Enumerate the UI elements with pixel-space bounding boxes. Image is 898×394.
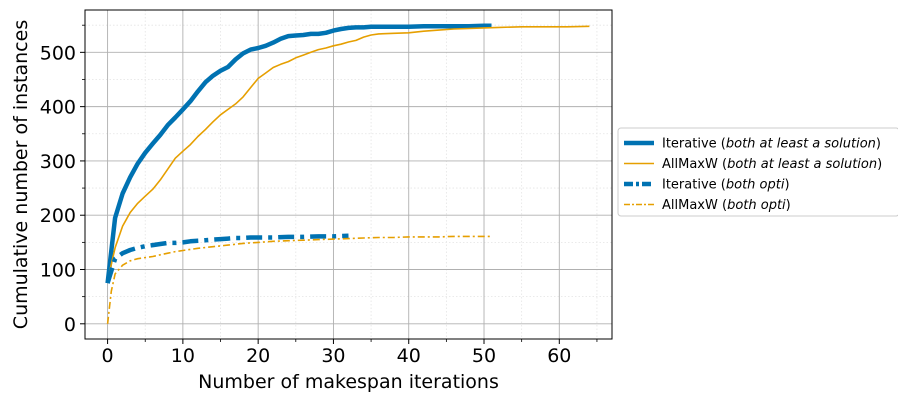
legend: Iterative (both at least a solution) AllM… bbox=[617, 127, 898, 217]
y-tick-label: 500 bbox=[40, 42, 76, 64]
series-line-4 bbox=[106, 235, 492, 324]
y-axis-label: Cumulative number of instances bbox=[10, 20, 32, 329]
legend-label-3: Iterative (both opti) bbox=[662, 178, 790, 193]
x-tick-label: 50 bbox=[472, 345, 496, 367]
x-tick-label: 60 bbox=[547, 345, 571, 367]
legend-label-1: Iterative (both at least a solution) bbox=[662, 137, 881, 152]
series-line-2 bbox=[106, 25, 590, 281]
series-lines bbox=[105, 23, 590, 324]
series-line-3 bbox=[105, 233, 349, 284]
y-tick-label: 200 bbox=[40, 205, 76, 227]
series-line-1 bbox=[105, 23, 492, 284]
x-tick-label: 40 bbox=[397, 345, 421, 367]
legend-label-2: AllMaxW (both at least a solution) bbox=[662, 157, 882, 172]
x-tick-label: 20 bbox=[246, 345, 270, 367]
plot-frame bbox=[84, 9, 613, 340]
y-tick-label: 100 bbox=[40, 260, 76, 282]
x-tick-label: 30 bbox=[321, 345, 345, 367]
legend-box bbox=[617, 127, 898, 217]
y-tick-label: 300 bbox=[40, 151, 76, 173]
x-axis-ticks: 0 10 20 30 40 50 60 bbox=[102, 339, 598, 367]
y-tick-label: 0 bbox=[64, 314, 76, 336]
legend-label-4: AllMaxW (both opti) bbox=[662, 198, 791, 213]
y-tick-label: 400 bbox=[40, 97, 76, 119]
x-axis-label: Number of makespan iterations bbox=[198, 371, 499, 393]
y-axis-ticks: 0 100 200 300 400 500 bbox=[40, 24, 85, 336]
x-tick-label: 10 bbox=[171, 345, 195, 367]
x-tick-label: 0 bbox=[102, 345, 114, 367]
